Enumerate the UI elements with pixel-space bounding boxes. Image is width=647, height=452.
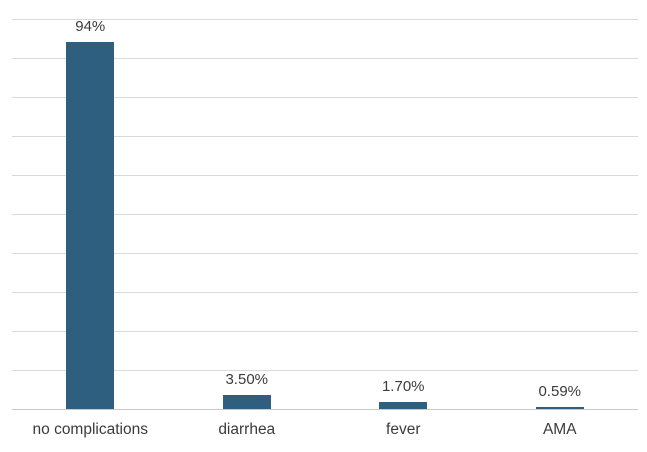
gridline [12,175,638,176]
x-axis-label: no complications [32,421,148,438]
gridline [12,214,638,215]
gridline [12,292,638,293]
gridline [12,97,638,98]
x-axis-label: AMA [542,421,577,438]
gridline [12,19,638,20]
value-label: 0.59% [538,383,582,400]
bar-fever [379,402,428,409]
bar-AMA [535,407,584,409]
gridline [12,331,638,332]
gridline [12,58,638,59]
value-label: 3.50% [225,371,269,388]
value-label: 1.70% [381,378,425,395]
gridline [12,370,638,371]
gridline [12,253,638,254]
x-axis-label: fever [386,421,421,438]
bar-diarrhea [222,395,271,409]
bar-no-complications [66,42,115,409]
value-label: 94% [75,18,106,35]
x-axis-line [12,409,638,410]
gridline [12,136,638,137]
x-axis-label: diarrhea [218,421,276,438]
